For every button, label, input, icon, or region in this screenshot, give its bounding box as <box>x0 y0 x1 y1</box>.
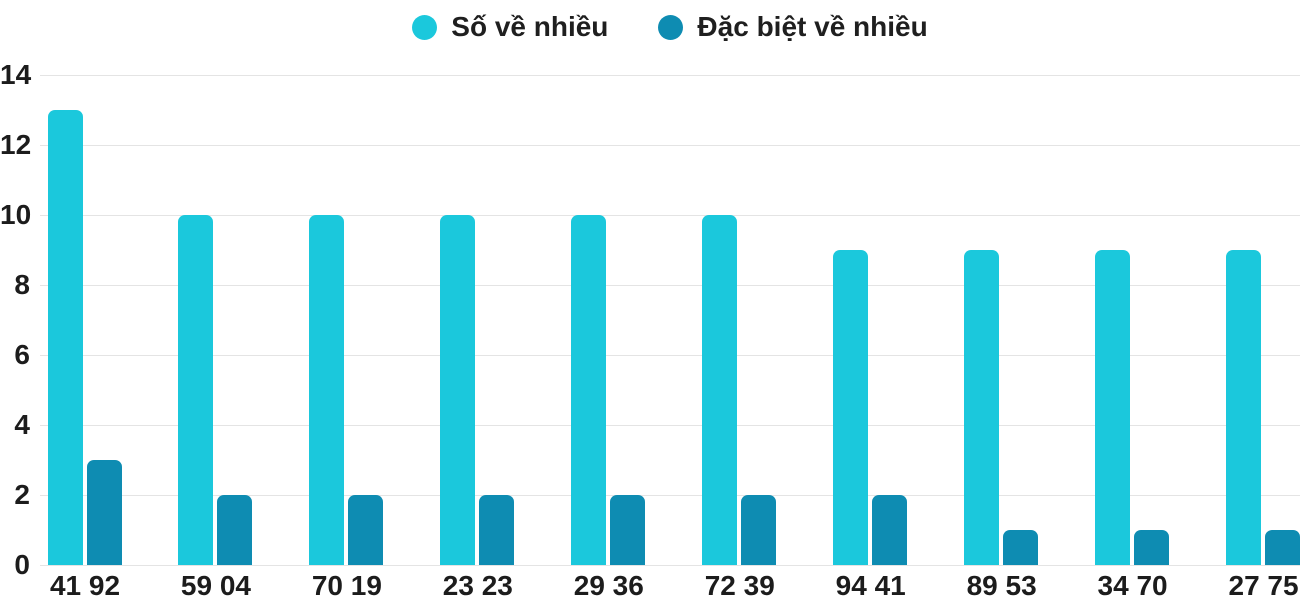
gridline-y-4 <box>40 424 1300 426</box>
x-axis-label-23-23: 23 23 <box>442 570 513 600</box>
bar-so-ve-nhieu-70-19[interactable] <box>309 215 345 565</box>
y-axis-label-6: 6 <box>14 339 30 370</box>
legend-label-so-ve-nhieu: Số về nhiều <box>451 11 609 42</box>
y-axis-label-8: 8 <box>14 269 30 300</box>
legend-item-so-ve-nhieu[interactable]: Số về nhiều <box>412 12 608 42</box>
gridline-y-14 <box>40 74 1300 76</box>
x-axis-label-72-39: 72 39 <box>704 570 775 600</box>
x-axis-label-70-19: 70 19 <box>311 570 382 600</box>
bar-dac-biet-ve-nhieu-41-92[interactable] <box>86 460 122 565</box>
bar-so-ve-nhieu-23-23[interactable] <box>440 215 476 565</box>
bar-dac-biet-ve-nhieu-59-04[interactable] <box>217 495 253 565</box>
bar-dac-biet-ve-nhieu-89-53[interactable] <box>1003 530 1039 565</box>
chart-legend: Số về nhiều Đặc biệt về nhiều <box>40 8 1300 46</box>
y-axis-label-12: 12 <box>0 129 32 160</box>
bar-so-ve-nhieu-89-53[interactable] <box>964 250 1000 565</box>
x-axis-label-89-53: 89 53 <box>966 570 1037 600</box>
bar-dac-biet-ve-nhieu-72-39[interactable] <box>741 495 777 565</box>
x-axis-label-27-75: 27 75 <box>1228 570 1299 600</box>
x-axis-label-59-04: 59 04 <box>180 570 251 600</box>
y-axis-label-14: 14 <box>0 59 32 90</box>
bar-so-ve-nhieu-34-70[interactable] <box>1095 250 1131 565</box>
y-axis-label-4: 4 <box>14 409 30 440</box>
legend-swatch-circle-cyan <box>412 14 438 40</box>
bar-dac-biet-ve-nhieu-29-36[interactable] <box>610 495 646 565</box>
gridline-y-6 <box>40 354 1300 356</box>
bar-dac-biet-ve-nhieu-94-41[interactable] <box>872 495 908 565</box>
x-axis-label-41-92: 41 92 <box>49 570 121 600</box>
gridline-y-12 <box>40 144 1300 146</box>
y-axis-label-2: 2 <box>14 479 30 510</box>
bar-so-ve-nhieu-27-75[interactable] <box>1226 250 1262 565</box>
y-axis-label-10: 10 <box>0 199 32 230</box>
y-axis-label-0: 0 <box>14 549 30 580</box>
gridline-y-8 <box>40 284 1300 286</box>
bar-dac-biet-ve-nhieu-34-70[interactable] <box>1134 530 1170 565</box>
x-axis-label-29-36: 29 36 <box>573 570 644 600</box>
legend-label-dac-biet-ve-nhieu: Đặc biệt về nhiều <box>697 11 928 42</box>
legend-swatch-circle-teal <box>658 14 684 40</box>
bar-so-ve-nhieu-72-39[interactable] <box>702 215 738 565</box>
x-axis-label-94-41: 94 41 <box>835 570 906 600</box>
gridline-y-0 <box>40 564 1300 566</box>
legend-item-dac-biet-ve-nhieu[interactable]: Đặc biệt về nhiều <box>658 11 928 42</box>
bar-dac-biet-ve-nhieu-23-23[interactable] <box>479 495 515 565</box>
bar-so-ve-nhieu-59-04[interactable] <box>178 215 214 565</box>
gridline-y-10 <box>40 214 1300 216</box>
gridline-y-2 <box>40 494 1300 496</box>
x-axis-label-34-70: 34 70 <box>1097 570 1168 600</box>
bar-so-ve-nhieu-41-92[interactable] <box>47 110 83 565</box>
bar-so-ve-nhieu-94-41[interactable] <box>833 250 869 565</box>
bar-dac-biet-ve-nhieu-27-75[interactable] <box>1265 530 1300 565</box>
bar-so-ve-nhieu-29-36[interactable] <box>571 215 607 565</box>
bar-dac-biet-ve-nhieu-70-19[interactable] <box>348 495 384 565</box>
